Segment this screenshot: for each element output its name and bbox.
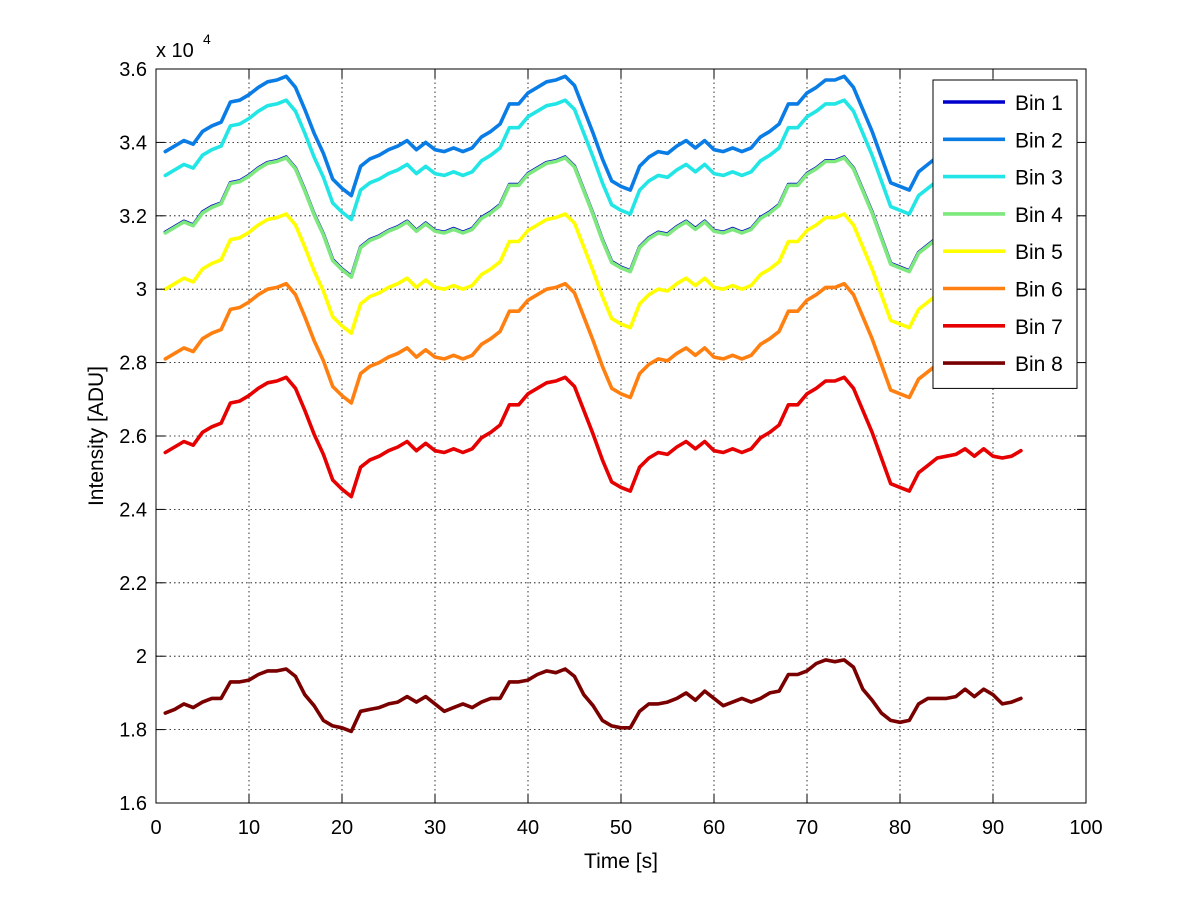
x-tick-label: 80 <box>889 817 911 839</box>
series-line-bin-5 <box>163 212 1023 336</box>
y-axis-label: Intensity [ADU] <box>85 366 108 506</box>
legend-label-bin-2: Bin 2 <box>1015 129 1063 152</box>
x-axis-label: Time [s] <box>584 850 658 873</box>
y-tick-label: 2.6 <box>119 426 147 448</box>
series-line-bin-2 <box>163 74 1023 198</box>
y-tick-label: 3.4 <box>119 132 147 154</box>
grid <box>156 69 1086 803</box>
y-tick-label: 2.2 <box>119 573 147 595</box>
legend-label-bin-7: Bin 7 <box>1015 316 1063 339</box>
legend: Bin 1 Bin 2 Bin 3 Bin 4 Bin 5 Bin 6 Bin 7 Bin 8 <box>932 79 1078 389</box>
series-line-bin-8 <box>163 658 1023 734</box>
y-tick-label: 3 <box>136 279 147 301</box>
x-tick-label: 90 <box>982 817 1004 839</box>
legend-label-bin-1: Bin 1 <box>1015 92 1063 115</box>
x-tick-label: 30 <box>424 817 446 839</box>
legend-label-bin-3: Bin 3 <box>1015 167 1063 190</box>
x-tick-label: 50 <box>610 817 632 839</box>
series-line-bin-3 <box>163 98 1023 222</box>
legend-label-bin-4: Bin 4 <box>1015 204 1063 227</box>
legend-label-bin-8: Bin 8 <box>1015 353 1063 376</box>
y-tick-label: 1.6 <box>119 793 147 815</box>
y-tick-label: 1.8 <box>119 720 147 742</box>
x-tick-label: 0 <box>150 817 161 839</box>
series-line-bin-4 <box>163 156 1023 279</box>
ticks: 0 10 20 30 40 50 60 70 80 90 100 1.6 1.8 2 2.2 2.4 2.6 2.… <box>119 59 1103 839</box>
x-tick-label: 20 <box>331 817 353 839</box>
y-multiplier-base: x 10 <box>156 40 194 62</box>
legend-label-bin-6: Bin 6 <box>1015 279 1063 302</box>
series-line-bin-6 <box>163 281 1023 405</box>
y-tick-label: 3.2 <box>119 206 147 228</box>
y-tick-label: 2.8 <box>119 353 147 375</box>
x-tick-label: 10 <box>238 817 260 839</box>
x-tick-label: 60 <box>703 817 725 839</box>
x-tick-label: 70 <box>796 817 818 839</box>
y-multiplier-exponent: 4 <box>203 31 211 47</box>
x-tick-label: 100 <box>1069 817 1102 839</box>
y-tick-label: 2 <box>136 646 147 668</box>
x-tick-label: 40 <box>517 817 539 839</box>
series-line-bin-7 <box>163 375 1023 499</box>
series-lines <box>163 74 1023 734</box>
y-tick-label: 3.6 <box>119 59 147 81</box>
y-tick-label: 2.4 <box>119 499 147 521</box>
legend-box <box>932 79 1078 389</box>
legend-label-bin-5: Bin 5 <box>1015 241 1063 264</box>
